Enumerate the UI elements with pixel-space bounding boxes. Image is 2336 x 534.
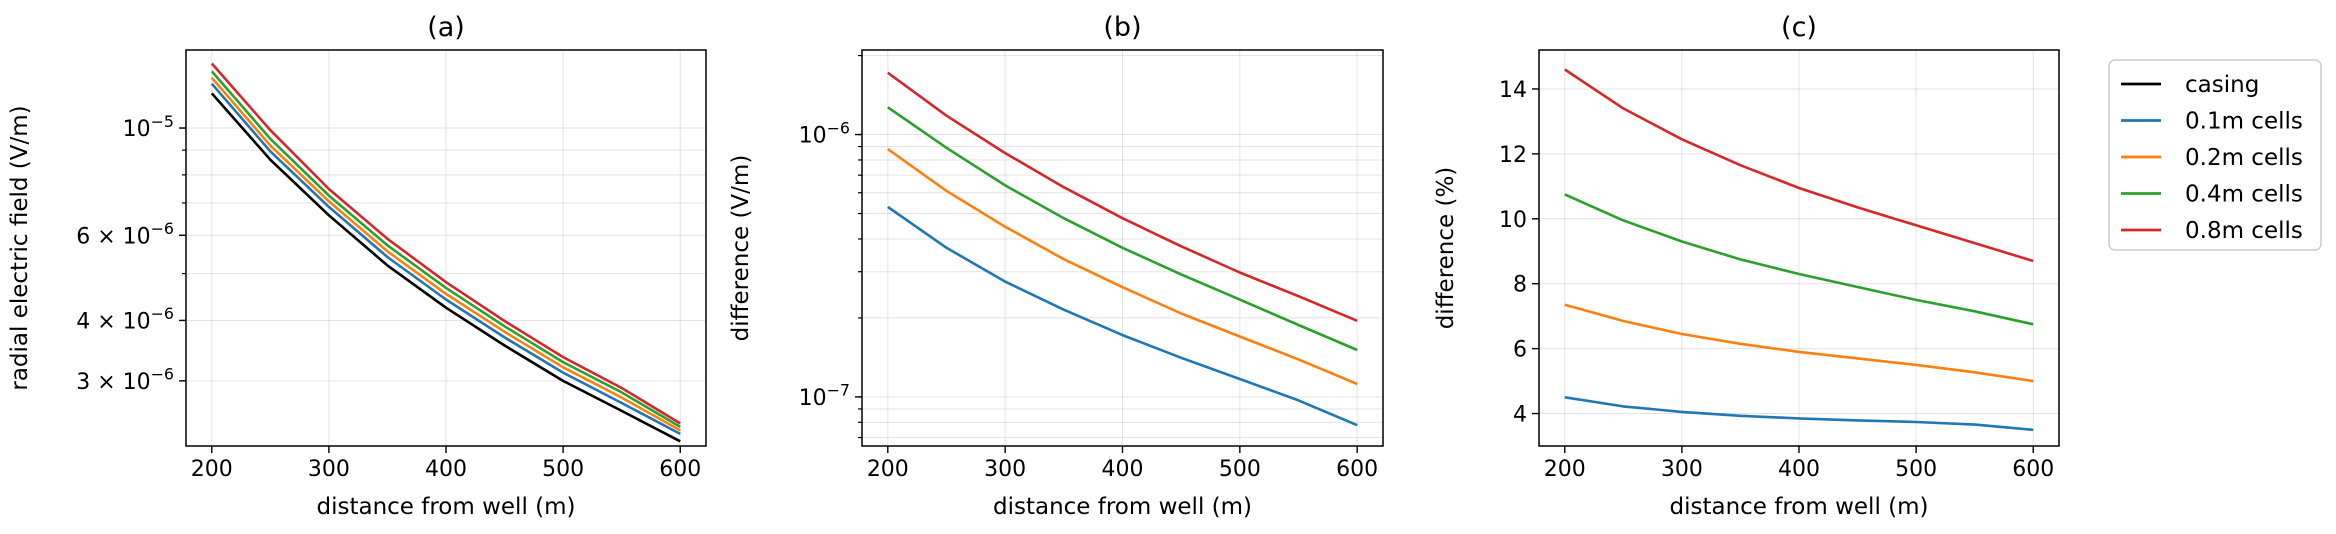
x-tick-label: 300: [984, 457, 1026, 482]
y-tick-label: 10−7: [799, 381, 850, 411]
x-tick-label: 200: [191, 457, 233, 482]
x-axis-label: distance from well (m): [993, 494, 1252, 520]
tick-label-exponent: −6: [827, 118, 850, 137]
series-line-0-4m-cells: [887, 106, 1358, 352]
legend-label: 0.8m cells: [2185, 218, 2303, 244]
legend: casing 0.1m cells 0.2m cells 0.4m cells 0.8m…: [2108, 59, 2322, 251]
series-line-casing: [210, 92, 681, 443]
grid: [1539, 50, 2059, 446]
tick-label-base: 10: [123, 117, 151, 142]
x-tick-label: 500: [542, 457, 584, 482]
y-tick-label: 8: [1513, 273, 1527, 298]
series-group: [887, 71, 1358, 427]
tick-label-exponent: −5: [151, 112, 174, 131]
legend-label: 0.2m cells: [2185, 145, 2303, 171]
panel-title: (a): [427, 12, 465, 43]
x-axis-label: distance from well (m): [316, 494, 575, 520]
series-line-0-2m-cells: [210, 76, 681, 432]
y-tick-label: 4 × 10−6: [76, 304, 174, 334]
x-tick-label: 500: [1895, 457, 1937, 482]
x-tick-label: 600: [2012, 457, 2054, 482]
panel-c: 200 300 400 500 600 4 6 8 10 12 14 (c) distance from…: [1433, 12, 2060, 520]
x-tick-label: 400: [425, 457, 467, 482]
tick-label-base: 10: [799, 124, 827, 149]
tick-label-base: 10: [799, 386, 827, 411]
y-axis-label: difference (%): [1433, 167, 1459, 330]
series-group: [1564, 68, 2034, 432]
x-tick-label: 400: [1102, 457, 1144, 482]
tick-label-exponent: −7: [827, 381, 850, 400]
y-tick-label: 10−6: [799, 118, 850, 148]
series-line-0-2m-cells: [1564, 303, 2034, 383]
tick-label-exponent: −6: [151, 219, 174, 238]
x-tick-label: 600: [659, 457, 701, 482]
series-group: [210, 62, 681, 443]
grid: [182, 50, 706, 446]
series-line-0-2m-cells: [887, 148, 1358, 386]
series-line-0-1m-cells: [887, 205, 1358, 427]
panel-title: (b): [1103, 12, 1141, 43]
y-tick-label: 6 × 10−6: [76, 219, 174, 249]
legend-label: 0.4m cells: [2185, 182, 2303, 208]
tick-label-exponent: −6: [151, 365, 174, 384]
y-tick-label: 10−5: [123, 112, 174, 142]
series-line-0-8m-cells: [887, 71, 1358, 322]
x-tick-label: 500: [1219, 457, 1261, 482]
legend-label: 0.1m cells: [2185, 109, 2303, 135]
series-line-0-1m-cells: [210, 82, 681, 436]
series-line-0-1m-cells: [1564, 396, 2034, 432]
tick-label-base: 6 × 10: [76, 224, 150, 249]
series-line-0-8m-cells: [1564, 68, 2034, 263]
x-tick-label: 200: [1544, 457, 1586, 482]
y-axis-label: difference (V/m): [728, 155, 754, 342]
legend-box: [2108, 59, 2322, 251]
x-tick-label: 300: [308, 457, 350, 482]
legend-label: casing: [2185, 72, 2259, 98]
y-tick-label: 14: [1499, 78, 1527, 103]
series-line-0-4m-cells: [1564, 193, 2034, 326]
y-tick-label: 12: [1499, 143, 1527, 168]
y-axis-label: radial electric field (V/m): [7, 105, 33, 390]
x-tick-label: 400: [1778, 457, 1820, 482]
series-line-0-4m-cells: [210, 70, 681, 429]
tick-label-base: 4 × 10: [76, 309, 150, 334]
x-tick-label: 200: [867, 457, 909, 482]
tick-label-base: 3 × 10: [76, 370, 150, 395]
series-line-0-8m-cells: [210, 62, 681, 425]
y-tick-label: 10: [1499, 208, 1527, 233]
x-axis-label: distance from well (m): [1669, 494, 1928, 520]
panel-title: (c): [1781, 12, 1817, 43]
y-tick-label: 6: [1513, 338, 1527, 363]
x-tick-label: 600: [1336, 457, 1378, 482]
y-tick-label: 4: [1513, 403, 1527, 428]
x-tick-label: 300: [1661, 457, 1703, 482]
y-tick-label: 3 × 10−6: [76, 365, 174, 395]
tick-label-exponent: −6: [151, 304, 174, 323]
